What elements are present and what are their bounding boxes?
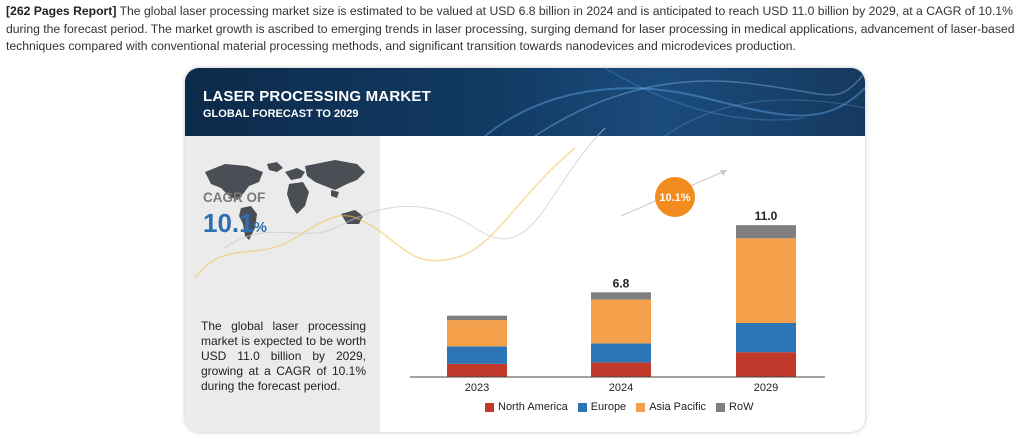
- x-tick-label-2029: 2029: [754, 382, 778, 394]
- report-pages-label: [262 Pages Report]: [6, 4, 117, 18]
- bar-segment-europe-2024: [591, 343, 651, 363]
- legend-label: North America: [498, 401, 568, 413]
- cagr-value: 10.1%: [203, 208, 267, 239]
- bar-segment-row-2024: [591, 292, 651, 300]
- legend-swatch: [485, 402, 494, 412]
- bar-segment-europe-2023: [447, 346, 507, 364]
- legend-item-row: RoW: [716, 401, 754, 413]
- legend-swatch: [716, 402, 726, 412]
- world-map-graphic: [205, 160, 365, 240]
- banner-light-streaks: [484, 68, 865, 136]
- cagr-unit: %: [253, 219, 267, 236]
- cagr-badge-label: 10.1%: [659, 192, 690, 204]
- intro-text: The global laser processing market size …: [6, 4, 1015, 53]
- x-tick-label-2024: 2024: [609, 382, 633, 394]
- bar-segment-north-america-2024: [591, 362, 651, 377]
- legend-item-europe: Europe: [577, 401, 627, 413]
- legend-swatch: [577, 402, 587, 412]
- decorative-curve-2: [224, 127, 606, 249]
- bar-segment-row-2029: [736, 225, 796, 239]
- bar-segment-row-2023: [447, 315, 507, 321]
- bar-segment-north-america-2023: [447, 363, 507, 377]
- total-label-2029: 11.0: [755, 209, 778, 223]
- decorative-curve: [194, 147, 576, 279]
- bar-segment-europe-2029: [736, 322, 796, 353]
- cagr-badge: [655, 177, 695, 217]
- intro-paragraph: [262 Pages Report] The global laser proc…: [6, 3, 1018, 56]
- growth-arrow-head: [720, 170, 727, 176]
- total-label-2024: 6.8: [613, 276, 630, 290]
- market-description: The global laser processing market is ex…: [201, 319, 366, 393]
- bars-group: 2023 6.8 2024 11.0 2029: [447, 209, 796, 394]
- legend-label: RoW: [729, 401, 754, 413]
- cagr-number: 10.1: [203, 208, 254, 238]
- legend-label: Asia Pacific: [649, 401, 707, 413]
- legend-item-asia-pacific: Asia Pacific: [636, 401, 706, 413]
- chart-legend: North America Europe Asia Pacific RoW: [485, 401, 754, 413]
- infographic-banner: LASER PROCESSING MARKET GLOBAL FORECAST …: [185, 68, 865, 136]
- bar-segment-asia-pacific-2024: [591, 299, 651, 344]
- bar-segment-asia-pacific-2029: [736, 238, 796, 323]
- infographic-card: LASER PROCESSING MARKET GLOBAL FORECAST …: [185, 68, 865, 432]
- legend-swatch: [636, 402, 646, 412]
- banner-subtitle: GLOBAL FORECAST TO 2029: [203, 108, 359, 120]
- x-tick-label-2023: 2023: [465, 382, 489, 394]
- banner-title: LASER PROCESSING MARKET: [203, 88, 431, 105]
- legend-item-north-america: North America: [485, 401, 568, 413]
- bar-segment-asia-pacific-2023: [447, 320, 507, 347]
- bar-segment-north-america-2029: [736, 352, 796, 377]
- stacked-bar-chart: 2023 6.8 2024 11.0 2029 10.1%: [194, 127, 825, 394]
- legend-label: Europe: [590, 401, 627, 413]
- cagr-label: CAGR OF: [203, 190, 266, 205]
